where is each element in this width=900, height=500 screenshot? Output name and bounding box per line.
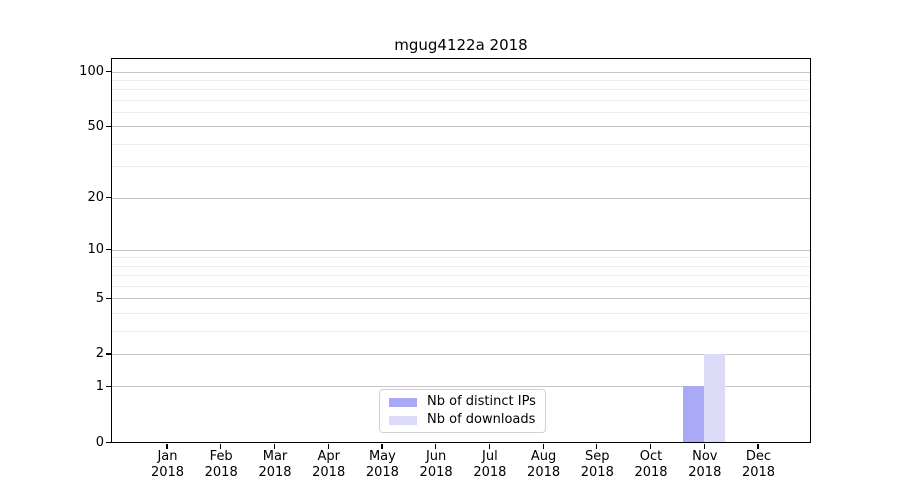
- bar-nb-of-downloads-nov: [704, 353, 726, 442]
- y-tick-mark-50: [106, 125, 111, 128]
- plot-area: Nb of distinct IPs Nb of downloads: [106, 58, 811, 449]
- gridline-major-10: [112, 249, 810, 251]
- y-tick-mark-10: [106, 249, 111, 251]
- downloads-swatch-icon: [389, 415, 417, 425]
- x-tick-mark-dec: [757, 443, 759, 449]
- y-tick-label-2: 2: [95, 346, 104, 362]
- gridline-minor-90: [112, 79, 810, 81]
- gridline-minor-80: [112, 89, 810, 91]
- x-tick-label-jun: Jun 2018: [419, 449, 453, 480]
- bar-nb-of-distinct-ips-nov: [683, 386, 705, 442]
- chart-title: mgug4122a 2018: [394, 36, 528, 54]
- gridline-minor-70: [112, 99, 810, 101]
- gridline-major-5: [112, 298, 810, 300]
- gridline-minor-7: [112, 275, 810, 277]
- y-tick-mark-1: [106, 385, 111, 388]
- x-tick-mark-nov: [703, 443, 705, 449]
- y-tick-label-0: 0: [95, 434, 104, 450]
- legend-label-distinct-ips: Nb of distinct IPs: [427, 394, 536, 409]
- gridline-minor-3: [112, 330, 810, 332]
- y-axis: 0 1 2 5 10 20 50 100: [0, 58, 104, 450]
- x-tick-label-jan: Jan 2018: [150, 449, 185, 480]
- x-tick-label-oct: Oct 2018: [634, 449, 668, 480]
- x-tick-mark-feb: [220, 443, 222, 449]
- legend-item-distinct-ips: Nb of distinct IPs: [389, 393, 536, 411]
- gridline-minor-9: [112, 257, 810, 259]
- gridline-major-50: [112, 126, 810, 128]
- gridline-minor-40: [112, 143, 810, 145]
- x-tick-mark-sep: [596, 443, 598, 449]
- y-tick-label-100: 100: [79, 64, 104, 79]
- y-tick-mark-5: [106, 297, 111, 299]
- x-tick-mark-jan: [166, 443, 168, 449]
- y-tick-label-10: 10: [87, 242, 104, 257]
- x-tick-label-jul: Jul 2018: [473, 449, 507, 480]
- y-tick-mark-0: [106, 441, 111, 443]
- x-tick-label-apr: Apr 2018: [312, 449, 346, 480]
- distinct-ips-swatch-icon: [389, 397, 417, 407]
- gridline-minor-6: [112, 285, 810, 287]
- x-tick-label-mar: Mar 2018: [258, 449, 292, 480]
- gridline-major-1: [112, 386, 810, 388]
- x-tick-mark-oct: [649, 443, 652, 449]
- x-tick-label-feb: Feb 2018: [204, 449, 238, 480]
- gridline-major-2: [112, 353, 810, 355]
- y-tick-mark-100: [106, 71, 111, 73]
- x-tick-label-dec: Dec 2018: [741, 449, 776, 480]
- x-tick-mark-may: [381, 443, 383, 449]
- gridline-major-20: [112, 197, 810, 199]
- y-tick-label-1: 1: [95, 378, 104, 394]
- x-tick-label-aug: Aug 2018: [527, 449, 561, 480]
- x-axis: Jan 2018 Feb 2018 Mar 2018 Apr 2018 May 2018…: [111, 449, 811, 489]
- x-tick-mark-mar: [273, 443, 276, 449]
- legend: Nb of distinct IPs Nb of downloads: [379, 389, 546, 433]
- y-tick-label-50: 50: [87, 118, 104, 134]
- y-tick-mark-20: [106, 197, 111, 199]
- y-tick-label-20: 20: [87, 190, 104, 206]
- x-tick-label-may: May 2018: [365, 449, 399, 480]
- x-tick-label-nov: Nov 2018: [688, 449, 722, 480]
- gridline-minor-30: [112, 166, 810, 168]
- x-tick-mark-jun: [435, 443, 437, 449]
- gridline-minor-60: [112, 112, 810, 113]
- legend-item-downloads: Nb of downloads: [389, 411, 536, 429]
- gridline-minor-8: [112, 265, 810, 267]
- x-tick-label-sep: Sep 2018: [580, 449, 614, 480]
- legend-label-downloads: Nb of downloads: [427, 412, 536, 427]
- gridline-minor-4: [112, 312, 810, 314]
- gridline-major-100: [112, 71, 810, 73]
- y-tick-mark-2: [106, 353, 111, 355]
- x-tick-mark-jul: [488, 443, 491, 449]
- y-tick-label-5: 5: [95, 290, 104, 306]
- x-tick-mark-aug: [542, 443, 544, 449]
- x-tick-mark-apr: [327, 443, 329, 449]
